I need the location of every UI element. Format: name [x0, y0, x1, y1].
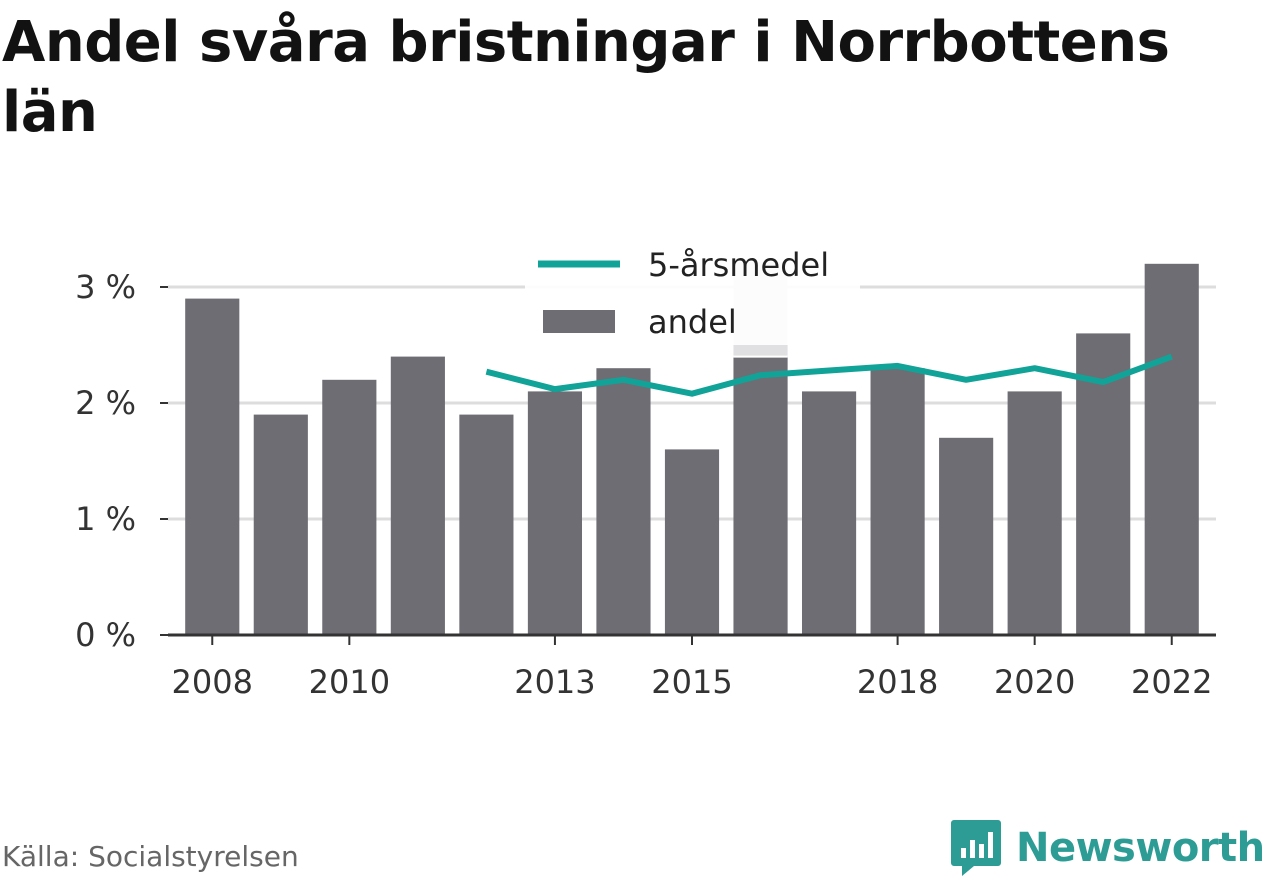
y-tick-label: 2 % [75, 384, 136, 422]
chart-area: 0 % 1 % 2 % 3 % 2008 2010 2013 2015 2018 2020 2022… [75, 240, 1216, 701]
legend-label-line: 5-årsmedel [648, 246, 829, 284]
axes: 0 % 1 % 2 % 3 % 2008 2010 2013 2015 2018 2020 2022 [75, 268, 1216, 701]
brand-logo: Newsworthy [950, 818, 1262, 878]
brand-name: Newsworthy [1016, 825, 1262, 871]
bar-2013 [527, 391, 583, 635]
bar-2020 [1007, 391, 1062, 635]
bar-2016 [733, 356, 788, 635]
x-tick-label: 2022 [1131, 663, 1212, 701]
five-year-average-line [485, 353, 1173, 397]
y-tick-label: 3 % [75, 268, 136, 306]
legend: 5-årsmedel andel [525, 240, 860, 345]
bar-2009 [253, 414, 308, 635]
newsworthy-icon [951, 820, 1001, 876]
bar-2015 [664, 449, 720, 635]
y-tick-label: 1 % [75, 500, 136, 538]
bar-2008 [185, 298, 240, 635]
x-tick-label: 2018 [857, 663, 938, 701]
legend-label-bar: andel [648, 303, 737, 341]
bar-2022 [1144, 263, 1199, 635]
x-tick-label: 2020 [994, 663, 1075, 701]
y-tick-label: 0 % [75, 616, 136, 654]
x-tick-label: 2013 [514, 663, 595, 701]
bar-2012 [459, 414, 514, 635]
x-tick-label: 2008 [172, 663, 253, 701]
bars [185, 263, 1199, 635]
x-tick-label: 2010 [309, 663, 390, 701]
bar-2010 [322, 379, 377, 635]
bar-2011 [390, 356, 445, 635]
x-tick-label: 2015 [651, 663, 732, 701]
five-year-average-layer [485, 353, 1173, 397]
bar-2019 [939, 437, 994, 635]
bar-2017 [801, 391, 857, 635]
bar-2018 [870, 368, 925, 635]
chart-title: Andel svåra bristningar i Norrbottens lä… [2, 10, 1170, 145]
source-note: Källa: Socialstyrelsen [2, 840, 299, 873]
legend-bar-swatch [543, 310, 615, 333]
bar-2014 [596, 368, 651, 635]
